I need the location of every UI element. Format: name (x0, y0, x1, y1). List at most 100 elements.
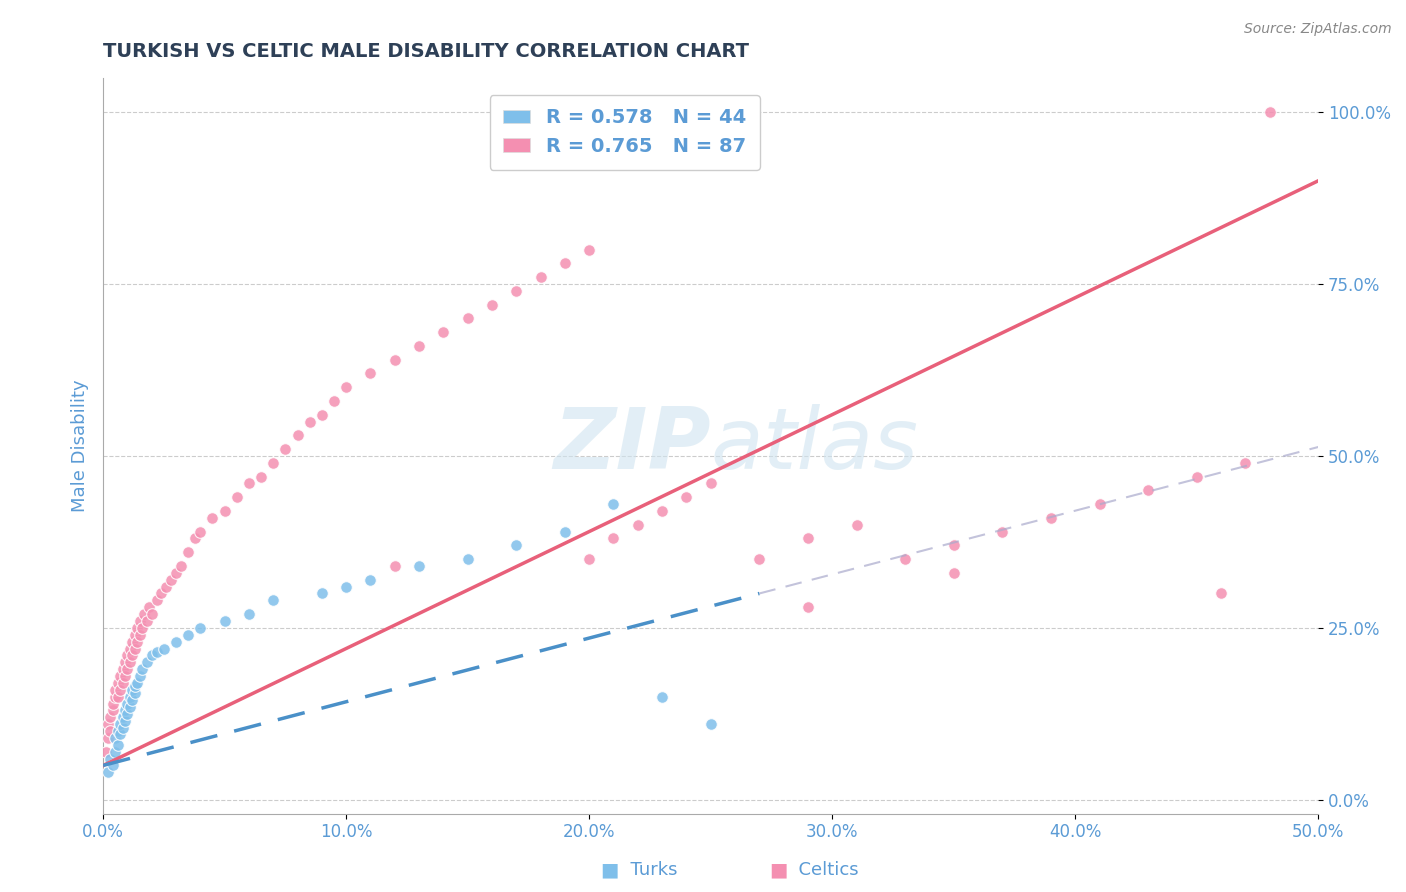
Point (1234, 456, 1257, 470)
Point (145, 593, 167, 607)
Point (124, 679, 146, 693)
Point (177, 545, 200, 559)
Point (97, 717, 120, 731)
Point (111, 710, 134, 724)
Point (114, 655, 136, 669)
Point (100, 710, 122, 724)
Point (894, 552, 917, 566)
Point (797, 600, 820, 615)
Point (311, 408, 333, 422)
Point (554, 256, 576, 270)
Legend: R = 0.578   N = 44, R = 0.765   N = 87: R = 0.578 N = 44, R = 0.765 N = 87 (489, 95, 759, 169)
Point (145, 645, 167, 659)
Point (111, 721, 134, 735)
Point (118, 690, 141, 704)
Point (238, 607, 260, 621)
Point (298, 415, 321, 429)
Point (188, 524, 211, 539)
Point (287, 428, 309, 442)
Point (578, 552, 600, 566)
Point (111, 662, 134, 676)
Point (108, 682, 131, 697)
Point (108, 717, 131, 731)
Point (141, 607, 163, 621)
Point (262, 593, 284, 607)
Point (108, 669, 131, 683)
Point (311, 586, 333, 600)
Point (529, 270, 551, 285)
Point (107, 738, 129, 752)
Text: Turks: Turks (619, 861, 678, 879)
Point (155, 580, 177, 594)
Point (845, 517, 868, 532)
Point (184, 532, 207, 546)
Point (108, 727, 131, 741)
Point (359, 367, 381, 381)
Point (160, 573, 183, 587)
Point (107, 724, 129, 739)
Point (107, 676, 129, 690)
Point (124, 628, 146, 642)
Text: ■: ■ (600, 860, 619, 880)
Point (117, 706, 139, 721)
Point (135, 614, 157, 628)
Point (991, 524, 1014, 539)
Point (94, 745, 117, 759)
Point (748, 552, 770, 566)
Point (335, 580, 357, 594)
Point (118, 655, 141, 669)
Point (104, 682, 127, 697)
Point (481, 297, 503, 311)
Point (153, 641, 176, 656)
Point (114, 669, 136, 683)
Point (131, 621, 153, 635)
Point (214, 614, 236, 628)
Point (505, 284, 527, 298)
Y-axis label: Male Disability: Male Disability (72, 379, 89, 512)
Point (101, 758, 124, 772)
Point (124, 686, 146, 700)
Text: ZIP: ZIP (553, 404, 710, 487)
Point (675, 490, 697, 504)
Point (141, 648, 163, 663)
Point (104, 731, 127, 745)
Point (127, 676, 149, 690)
Point (942, 538, 965, 552)
Point (602, 532, 624, 546)
Point (214, 504, 236, 518)
Point (1088, 497, 1111, 511)
Point (107, 690, 129, 704)
Point (225, 490, 247, 504)
Point (121, 634, 143, 648)
Point (127, 634, 149, 648)
Point (274, 442, 297, 456)
Point (457, 311, 479, 326)
Point (111, 676, 134, 690)
Point (384, 352, 406, 367)
Point (505, 538, 527, 552)
Point (1209, 586, 1232, 600)
Text: ■: ■ (769, 860, 787, 880)
Point (1185, 469, 1208, 483)
Point (188, 621, 211, 635)
Point (131, 662, 153, 676)
Point (554, 524, 576, 539)
Point (127, 621, 149, 635)
Text: TURKISH VS CELTIC MALE DISABILITY CORRELATION CHART: TURKISH VS CELTIC MALE DISABILITY CORREL… (103, 42, 749, 61)
Point (118, 641, 141, 656)
Point (457, 552, 479, 566)
Point (699, 476, 721, 491)
Point (408, 558, 430, 573)
Point (578, 243, 600, 257)
Point (408, 339, 430, 353)
Point (699, 717, 721, 731)
Point (128, 628, 150, 642)
Point (177, 628, 200, 642)
Point (114, 703, 136, 717)
Point (104, 745, 127, 759)
Point (432, 325, 454, 339)
Point (651, 504, 673, 518)
Point (101, 703, 124, 717)
Point (117, 697, 139, 711)
Point (100, 724, 122, 739)
